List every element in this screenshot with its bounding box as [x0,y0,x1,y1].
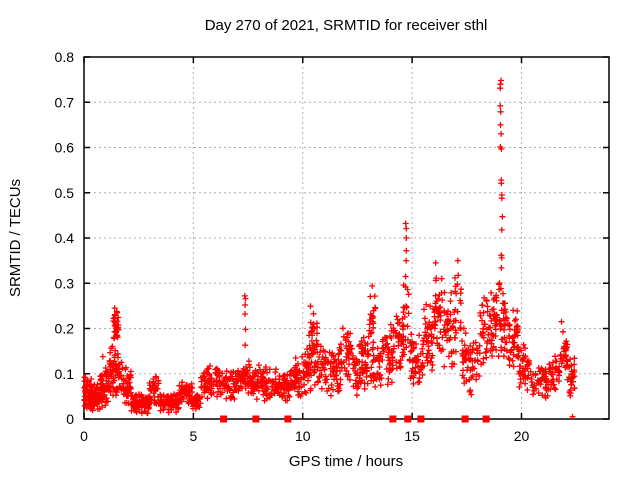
x-tick-label: 10 [295,428,311,444]
x-tick-label: 20 [514,428,530,444]
y-axis-label: SRMTID / TECUs [7,179,24,297]
y-tick-label: 0.8 [55,49,75,65]
bottom-square-marker [284,415,292,423]
bottom-square-marker [389,415,397,423]
data-layer [81,77,578,423]
bottom-square-marker [252,415,260,423]
chart-title: Day 270 of 2021, SRMTID for receiver sth… [205,17,488,34]
tick-label-layer: 0 5 10 15 20 0 0.1 0.2 0.3 0.4 0.5 0.6 0.7 0.8 [55,49,530,444]
x-axis-label: GPS time / hours [289,453,403,470]
bottom-square-marker [404,415,412,423]
x-tick-label: 5 [189,428,197,444]
y-tick-label: 0.2 [55,321,75,337]
tick-layer [83,56,609,420]
bottom-square-marker [220,415,228,423]
bottom-square-marker [482,415,490,423]
y-tick-label: 0.5 [55,185,75,201]
scatter-points [81,77,578,420]
y-tick-label: 0.3 [55,275,75,291]
x-tick-label: 0 [80,428,88,444]
y-tick-label: 0.4 [55,230,75,246]
y-tick-label: 0.1 [55,366,75,382]
x-tick-label: 15 [404,428,420,444]
y-tick-label: 0.7 [55,94,75,110]
y-tick-label: 0.6 [55,140,75,156]
bottom-square-marker [461,415,469,423]
y-tick-label: 0 [66,411,74,427]
bottom-square-marker [417,415,425,423]
